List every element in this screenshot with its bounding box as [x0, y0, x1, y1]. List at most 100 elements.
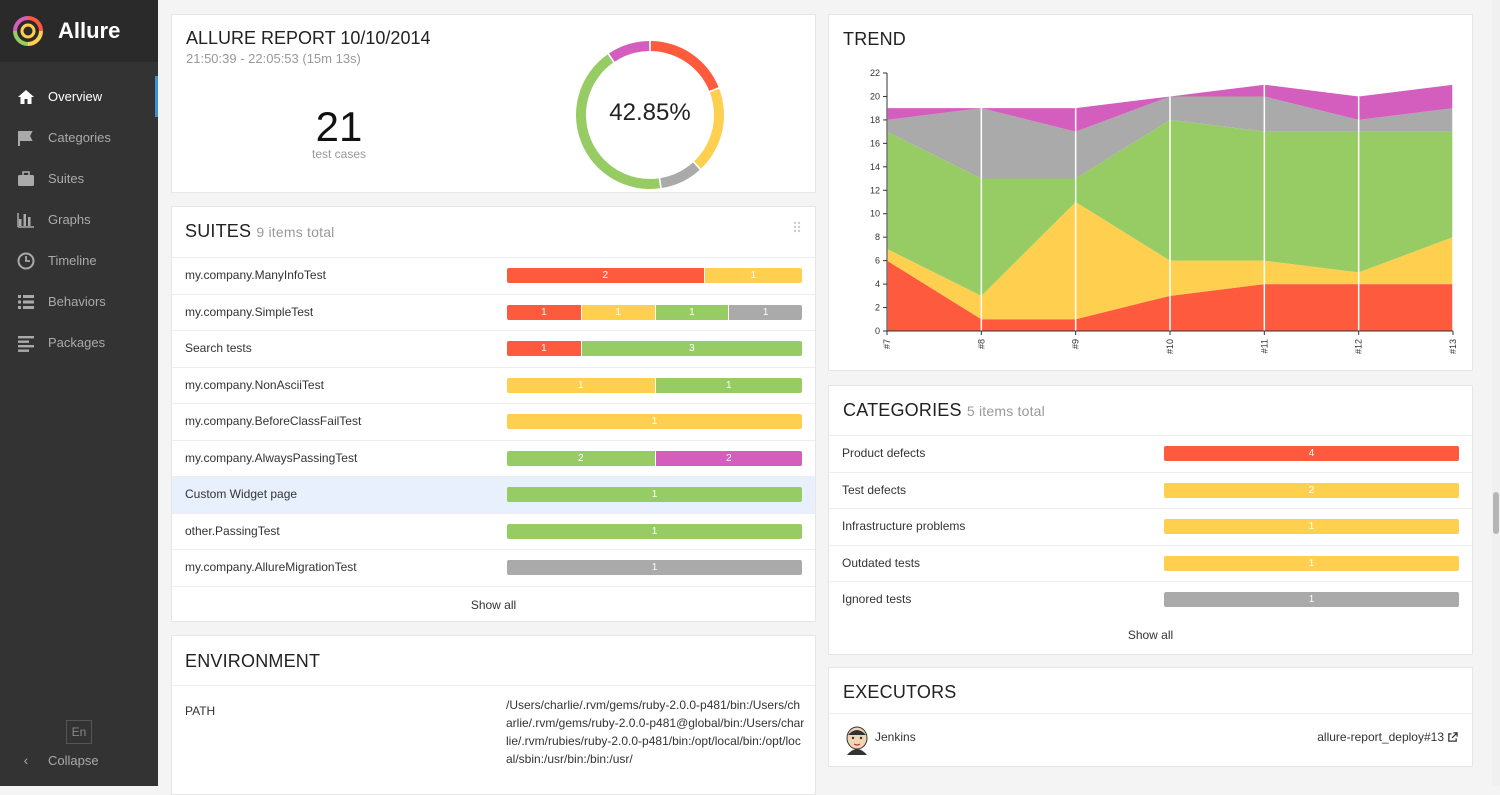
suite-row[interactable]: my.company.BeforeClassFailTest 1 — [172, 403, 815, 440]
suite-row[interactable]: my.company.ManyInfoTest 2 1 — [172, 257, 815, 294]
donut-slice-skipped[interactable] — [660, 162, 700, 189]
suite-row[interactable]: my.company.AllureMigrationTest 1 — [172, 549, 815, 586]
trend-x-tick-label: #10 — [1165, 339, 1175, 354]
category-row[interactable]: Product defects 4 — [829, 435, 1472, 472]
sidebar-item-label: Behaviors — [48, 294, 106, 309]
category-row[interactable]: Outdated tests 1 — [829, 544, 1472, 582]
language-button[interactable]: En — [66, 720, 92, 744]
status-segment-failed[interactable]: 1 — [507, 341, 581, 356]
status-segment-failed[interactable]: 2 — [507, 268, 704, 283]
suite-row-label: my.company.NonAsciiTest — [185, 377, 324, 392]
collapse-button[interactable]: ‹ Collapse — [16, 752, 99, 768]
trend-y-tick-label: 14 — [870, 162, 880, 172]
status-segment-passed[interactable]: 1 — [654, 304, 729, 320]
status-segment-broken[interactable]: 1 — [1164, 555, 1459, 571]
status-segment-passed[interactable]: 1 — [507, 523, 802, 539]
bar-chart-icon — [16, 210, 36, 230]
status-segment-broken[interactable]: 1 — [507, 414, 802, 429]
sidebar: Allure Overview Categories Suites Graphs Tim… — [0, 0, 158, 786]
donut-slice-unknown[interactable] — [609, 41, 650, 62]
status-segment-skipped[interactable]: 1 — [728, 304, 802, 320]
environment-title: ENVIRONMENT — [185, 651, 321, 671]
test-case-count: 21 — [315, 103, 363, 150]
status-segment-broken[interactable]: 1 — [580, 304, 655, 320]
status-segment-passed[interactable]: 3 — [580, 341, 802, 356]
sidebar-item-overview[interactable]: Overview — [0, 76, 158, 117]
drag-handle-icon[interactable] — [793, 221, 801, 233]
sidebar-item-timeline[interactable]: Timeline — [0, 240, 158, 281]
status-segment-passed[interactable]: 1 — [654, 377, 802, 393]
status-segment-passed[interactable]: 1 — [507, 487, 802, 502]
status-bar[interactable]: 1 — [507, 523, 802, 539]
suite-row-label: other.PassingTest — [185, 523, 280, 538]
executors-divider — [829, 713, 1472, 714]
flag-icon — [16, 128, 36, 148]
suite-row[interactable]: my.company.SimpleTest 1 1 1 1 — [172, 293, 815, 331]
executor-build-label: allure-report_deploy#13 — [1317, 730, 1444, 744]
status-donut-chart[interactable] — [570, 35, 730, 195]
category-row[interactable]: Infrastructure problems 1 — [829, 508, 1472, 545]
page-scrollbar[interactable] — [1492, 0, 1500, 786]
scrollbar-thumb[interactable] — [1493, 492, 1499, 534]
executor-name: Jenkins — [875, 730, 916, 744]
clock-icon — [16, 251, 36, 271]
status-segment-broken[interactable]: 1 — [703, 268, 802, 283]
suite-row[interactable]: Custom Widget page 1 — [172, 476, 815, 513]
status-bar[interactable]: 1 — [507, 414, 802, 429]
status-segment-skipped[interactable]: 1 — [1164, 592, 1459, 607]
sidebar-item-categories[interactable]: Categories — [0, 117, 158, 158]
suite-row[interactable]: my.company.NonAsciiTest 1 1 — [172, 366, 815, 404]
status-segment-unknown[interactable]: 2 — [654, 450, 802, 466]
sidebar-item-label: Suites — [48, 171, 85, 186]
trend-y-tick-label: 12 — [870, 185, 880, 195]
status-bar[interactable]: 1 — [507, 560, 802, 575]
brand[interactable]: Allure — [0, 0, 158, 62]
align-left-icon — [16, 333, 36, 353]
environment-widget: ENVIRONMENT PATH /Users/charlie/.rvm/gem… — [171, 635, 816, 795]
categories-count: 5 items total — [966, 403, 1045, 419]
trend-y-tick-label: 10 — [870, 209, 880, 219]
status-bar[interactable]: 2 — [1164, 482, 1459, 498]
environment-divider — [172, 685, 815, 686]
trend-y-tick-label: 6 — [875, 256, 880, 266]
status-segment-failed[interactable]: 1 — [507, 304, 581, 320]
status-segment-failed[interactable]: 4 — [1164, 446, 1459, 461]
status-bar[interactable]: 1 — [1164, 555, 1459, 571]
status-bar[interactable]: 1 — [507, 487, 802, 502]
suites-show-all-link[interactable]: Show all — [172, 586, 815, 623]
categories-title: CATEGORIES — [843, 400, 962, 420]
executor-build-link[interactable]: allure-report_deploy#13 — [1317, 730, 1458, 744]
suite-row[interactable]: other.PassingTest 1 — [172, 512, 815, 550]
status-segment-broken[interactable]: 1 — [507, 377, 655, 393]
status-segment-broken[interactable]: 2 — [1164, 482, 1459, 498]
status-bar[interactable]: 1 — [1164, 519, 1459, 534]
trend-chart: 0 2 4 6 8 10 12 14 16 18 20 22 #7 #8 #9 #10 #11 #12 #13 — [870, 68, 1458, 354]
status-segment-broken[interactable]: 1 — [1164, 519, 1459, 534]
status-bar[interactable]: 4 — [1164, 446, 1459, 461]
sidebar-item-packages[interactable]: Packages — [0, 322, 158, 363]
trend-area-skipped — [887, 96, 1453, 179]
suite-row[interactable]: my.company.AlwaysPassingTest 2 2 — [172, 439, 815, 477]
donut-slice-broken[interactable] — [694, 88, 724, 169]
donut-slice-failed[interactable] — [650, 41, 719, 91]
suite-row-label: Custom Widget page — [185, 487, 298, 501]
donut-slice-passed[interactable] — [576, 54, 661, 189]
categories-show-all-link[interactable]: Show all — [1127, 628, 1174, 642]
sidebar-item-graphs[interactable]: Graphs — [0, 199, 158, 240]
sidebar-item-behaviors[interactable]: Behaviors — [0, 281, 158, 322]
status-segment-skipped[interactable]: 1 — [507, 560, 802, 575]
trend-y-tick-label: 22 — [870, 68, 880, 78]
category-row[interactable]: Test defects 2 — [829, 471, 1472, 509]
status-bar[interactable]: 1 — [1164, 592, 1459, 607]
trend-y-tick-label: 18 — [870, 115, 880, 125]
suite-row[interactable]: Search tests 1 3 — [172, 330, 815, 367]
sidebar-item-suites[interactable]: Suites — [0, 158, 158, 199]
category-row-label: Ignored tests — [842, 592, 912, 606]
status-segment-passed[interactable]: 2 — [507, 450, 655, 466]
category-row[interactable]: Ignored tests 1 — [829, 581, 1472, 618]
